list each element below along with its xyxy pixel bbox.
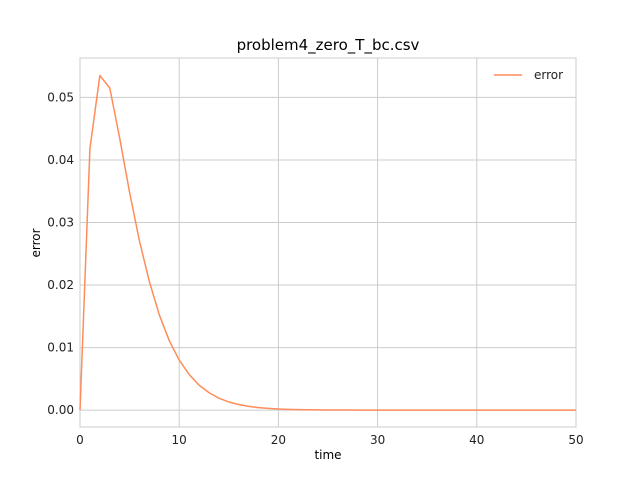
y-tick-label: 0.02 [47, 278, 74, 292]
series-layer [79, 74, 576, 411]
chart-title: problem4_zero_T_bc.csv [237, 36, 420, 55]
y-tick-label: 0.01 [47, 341, 74, 355]
x-tick-label: 20 [271, 433, 286, 447]
plot-area [79, 57, 577, 428]
tick-labels: 0 10 20 30 40 50 0.00 0.01 0.02 0.03 0.04 0.05 [47, 90, 583, 447]
x-axis-label: time [314, 448, 341, 462]
x-tick-label: 40 [469, 433, 484, 447]
grid [79, 58, 577, 427]
y-tick-label: 0.04 [47, 153, 74, 167]
legend-label: error [534, 68, 563, 82]
plot-frame [79, 57, 577, 428]
x-tick-label: 30 [370, 433, 385, 447]
x-tick-label: 10 [172, 433, 187, 447]
y-tick-label: 0.00 [47, 403, 74, 417]
y-tick-label: 0.03 [47, 215, 74, 229]
x-tick-label: 0 [76, 433, 84, 447]
y-axis-label: error [29, 228, 43, 257]
x-tick-label: 50 [568, 433, 583, 447]
series-line-error [79, 74, 576, 411]
y-tick-label: 0.05 [47, 90, 74, 104]
legend: error [494, 68, 563, 82]
